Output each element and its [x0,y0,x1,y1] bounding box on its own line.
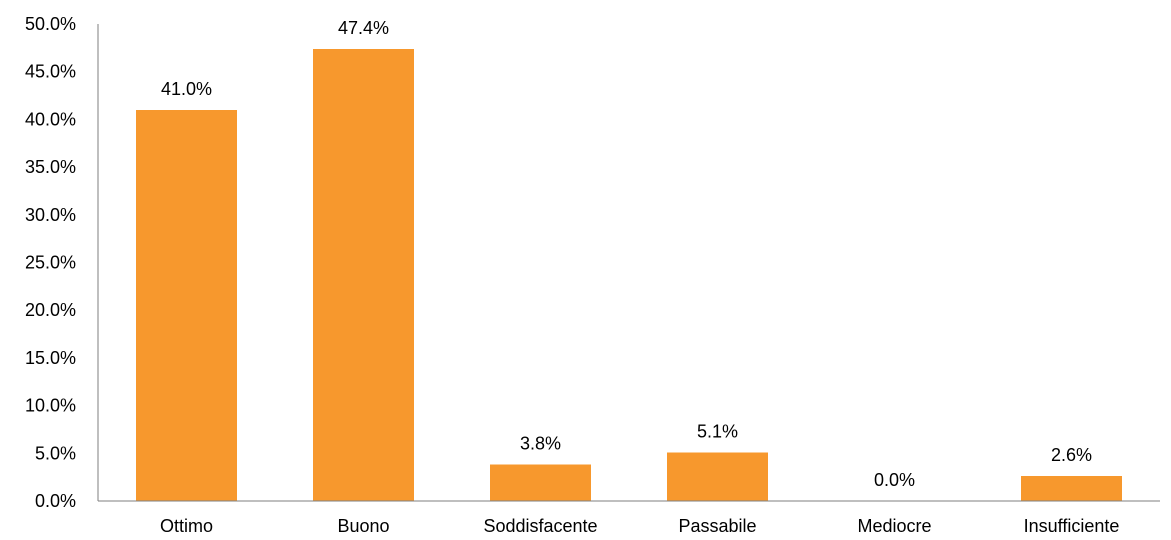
bar-buono [313,48,414,501]
x-category-label: Soddisfacente [483,516,597,536]
data-label: 3.8% [520,434,561,454]
bar-soddisfacente [490,464,591,501]
y-axis-tick-labels: 0.0% 5.0% 10.0% 15.0% 20.0% 25.0% 30.0% 35.0% 40… [25,14,76,511]
data-label: 47.4% [338,18,389,38]
data-label: 2.6% [1051,445,1092,465]
x-axis-category-labels: Ottimo Buono Soddisfacente Passabile Mediocr… [160,516,1119,536]
y-tick-label: 30.0% [25,205,76,225]
y-tick-label: 5.0% [35,443,76,463]
y-tick-label: 50.0% [25,14,76,34]
bar-passabile [667,452,768,501]
y-tick-label: 15.0% [25,348,76,368]
bars [136,48,1122,502]
x-category-label: Mediocre [857,516,931,536]
x-category-label: Ottimo [160,516,213,536]
bar-insufficiente [1021,476,1122,501]
y-tick-label: 35.0% [25,157,76,177]
data-label: 0.0% [874,470,915,490]
y-tick-label: 0.0% [35,491,76,511]
x-category-label: Passabile [678,516,756,536]
y-tick-label: 40.0% [25,109,76,129]
y-tick-label: 25.0% [25,253,76,273]
bar-ottimo [136,109,237,502]
y-tick-label: 45.0% [25,62,76,82]
x-category-label: Buono [337,516,389,536]
data-labels: 41.0% 47.4% 3.8% 5.1% 0.0% 2.6% [161,18,1092,490]
y-tick-label: 20.0% [25,300,76,320]
data-label: 5.1% [697,421,738,441]
x-category-label: Insufficiente [1024,516,1120,536]
data-label: 41.0% [161,79,212,99]
y-tick-label: 10.0% [25,396,76,416]
